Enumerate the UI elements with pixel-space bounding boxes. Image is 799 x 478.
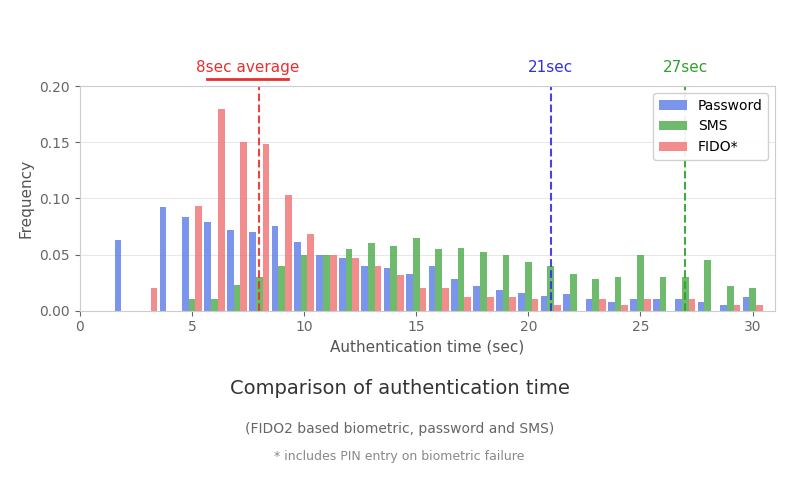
Bar	[211, 299, 218, 311]
Bar	[278, 266, 285, 311]
Bar	[705, 260, 711, 311]
Bar	[352, 258, 359, 311]
Bar	[555, 305, 561, 311]
Bar	[182, 217, 189, 311]
Text: (FIDO2 based biometric, password and SMS): (FIDO2 based biometric, password and SMS…	[244, 422, 555, 435]
Bar	[346, 249, 352, 311]
Bar	[339, 258, 346, 311]
Bar	[227, 230, 233, 311]
Bar	[599, 299, 606, 311]
Bar	[249, 232, 256, 311]
Bar	[323, 255, 330, 311]
Bar	[570, 273, 577, 311]
Bar	[316, 255, 324, 311]
Legend: Password, SMS, FIDO*: Password, SMS, FIDO*	[654, 93, 768, 160]
Bar	[749, 288, 756, 311]
Bar	[756, 305, 763, 311]
Bar	[630, 299, 637, 311]
Bar	[675, 299, 682, 311]
Bar	[115, 240, 121, 311]
Bar	[637, 255, 644, 311]
Bar	[742, 297, 749, 311]
Bar	[614, 277, 622, 311]
Bar	[189, 299, 196, 311]
Bar	[330, 255, 336, 311]
Bar	[541, 296, 547, 311]
Bar	[503, 255, 509, 311]
Bar	[563, 294, 570, 311]
Bar	[720, 305, 727, 311]
Bar	[622, 305, 628, 311]
Bar	[205, 222, 211, 311]
Bar	[474, 286, 480, 311]
Bar	[272, 227, 278, 311]
Bar	[150, 288, 157, 311]
X-axis label: Authentication time (sec): Authentication time (sec)	[330, 340, 525, 355]
Bar	[419, 288, 427, 311]
Text: 21sec: 21sec	[528, 60, 574, 75]
Y-axis label: Frequency: Frequency	[19, 159, 34, 238]
Bar	[218, 109, 225, 311]
Bar	[644, 299, 650, 311]
Bar	[727, 286, 733, 311]
Bar	[698, 302, 705, 311]
Bar	[451, 279, 458, 311]
Bar	[464, 297, 471, 311]
Bar	[397, 275, 404, 311]
Bar	[263, 144, 269, 311]
Bar	[586, 299, 592, 311]
Bar	[256, 277, 263, 311]
Bar	[525, 262, 532, 311]
Bar	[196, 206, 202, 311]
Bar	[496, 291, 503, 311]
Bar	[233, 285, 240, 311]
Bar	[300, 255, 308, 311]
Bar	[682, 277, 689, 311]
Bar	[406, 273, 413, 311]
Bar	[428, 266, 435, 311]
Text: 27sec: 27sec	[662, 60, 708, 75]
Bar	[592, 279, 599, 311]
Bar	[391, 246, 397, 311]
Bar	[285, 195, 292, 311]
Bar	[294, 242, 300, 311]
Text: * includes PIN entry on biometric failure: * includes PIN entry on biometric failur…	[274, 450, 525, 463]
Bar	[547, 266, 555, 311]
Bar	[532, 299, 539, 311]
Bar	[487, 297, 494, 311]
Bar	[442, 288, 449, 311]
Bar	[480, 252, 487, 311]
Bar	[160, 207, 166, 311]
Bar	[368, 243, 375, 311]
Bar	[689, 299, 695, 311]
Bar	[308, 234, 314, 311]
Bar	[458, 248, 464, 311]
Bar	[509, 297, 516, 311]
Bar	[375, 266, 381, 311]
Bar	[240, 142, 247, 311]
Text: Comparison of authentication time: Comparison of authentication time	[229, 380, 570, 398]
Bar	[659, 277, 666, 311]
Bar	[733, 305, 740, 311]
Bar	[384, 268, 391, 311]
Text: 8sec average: 8sec average	[197, 60, 300, 75]
Bar	[653, 299, 659, 311]
Bar	[608, 302, 614, 311]
Bar	[435, 249, 442, 311]
Bar	[361, 266, 368, 311]
Bar	[519, 293, 525, 311]
Bar	[413, 238, 419, 311]
